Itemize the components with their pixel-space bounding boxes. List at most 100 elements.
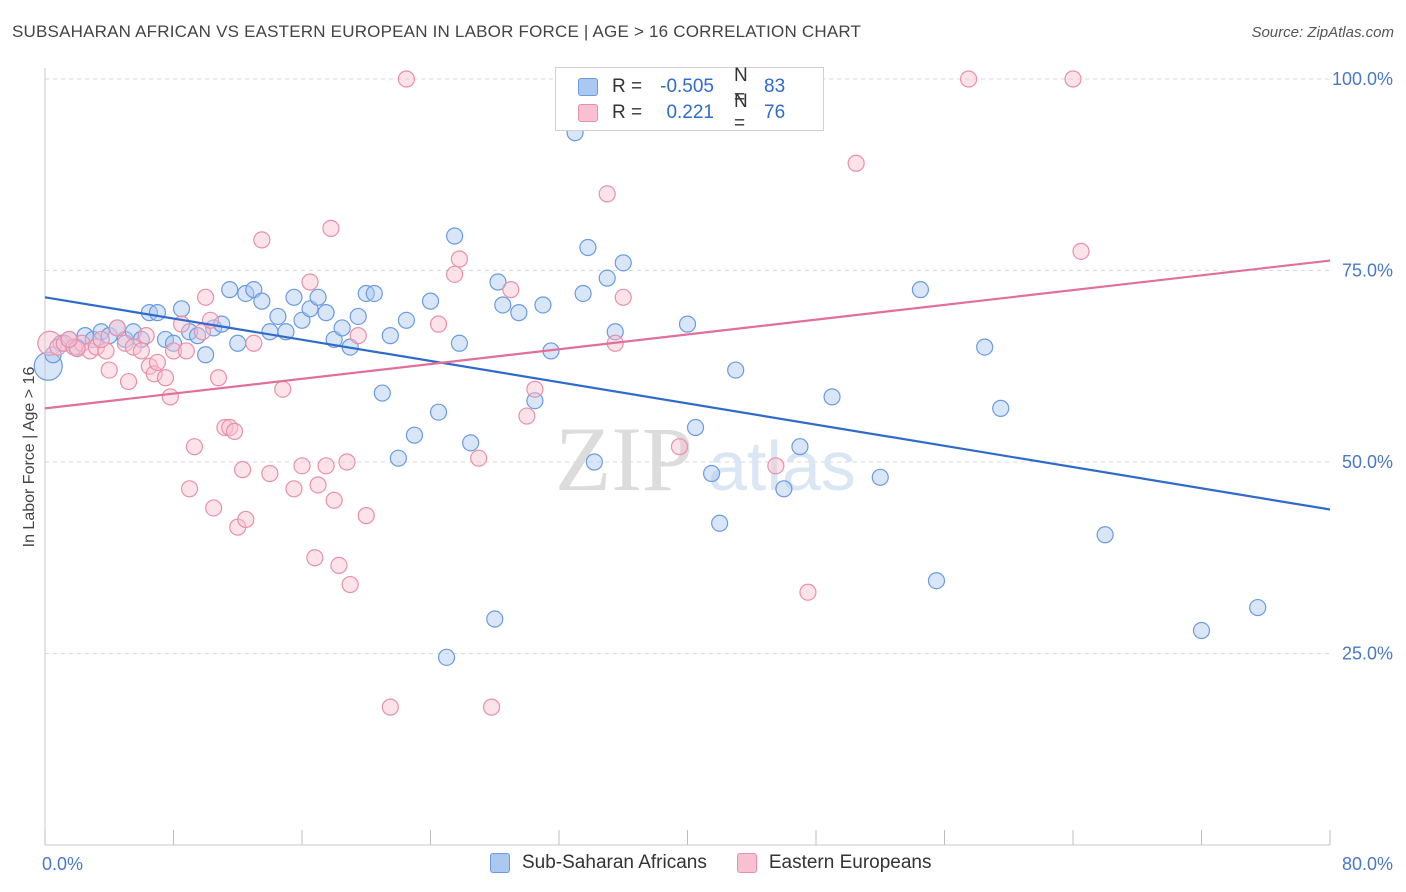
y-tick-label: 75.0% — [1342, 261, 1393, 281]
point-subsaharan — [598, 269, 616, 287]
watermark: ZIP atlas — [555, 408, 856, 510]
point-eastern-european — [137, 327, 155, 345]
legend-swatch-blue — [578, 78, 598, 96]
legend-r-label: R = — [612, 76, 643, 97]
bottom-legend: Sub-Saharan Africans Eastern Europeans — [490, 852, 962, 874]
point-subsaharan — [261, 323, 279, 341]
point-subsaharan — [172, 300, 191, 318]
y-tick-label: 25.0% — [1342, 644, 1393, 664]
point-eastern-european — [1064, 70, 1082, 88]
point-eastern-european — [60, 330, 78, 349]
point-subsaharan — [317, 304, 335, 322]
point-eastern-european — [156, 369, 175, 387]
point-subsaharan — [871, 468, 889, 486]
legend-row-2: R = 0.221 N = 76 — [578, 91, 786, 134]
point-eastern-european — [164, 342, 183, 360]
watermark-atlas: atlas — [708, 427, 856, 505]
trend-line-subsaharan — [44, 296, 1331, 511]
grid-lines — [45, 78, 1330, 654]
point-eastern-european — [341, 575, 359, 594]
point-eastern-european — [429, 315, 448, 333]
legend-n-value: 83 — [764, 76, 786, 97]
point-eastern-european — [397, 70, 416, 88]
point-eastern-european — [237, 510, 255, 529]
point-eastern-european — [799, 583, 817, 601]
point-eastern-european — [209, 369, 228, 387]
point-eastern-european — [92, 330, 110, 349]
trend-line-eastern-european — [44, 259, 1331, 410]
trend-lines — [44, 259, 1331, 511]
point-eastern-european — [1072, 242, 1090, 260]
point-subsaharan — [927, 572, 946, 590]
x-tick-label: 80.0% — [1342, 854, 1393, 874]
legend-item-subsaharan: Sub-Saharan Africans — [490, 852, 707, 874]
point-eastern-european — [180, 480, 199, 498]
y-tick-label: 100.0% — [1332, 69, 1393, 89]
point-subsaharan — [373, 384, 391, 402]
point-eastern-european — [293, 457, 311, 475]
point-eastern-european — [245, 334, 263, 352]
point-subsaharan — [437, 648, 456, 666]
legend-r-value: 0.221 — [666, 102, 714, 123]
point-subsaharan — [148, 304, 167, 322]
point-subsaharan — [349, 307, 367, 326]
point-eastern-european — [274, 380, 292, 398]
point-eastern-european — [116, 334, 134, 352]
point-subsaharan — [534, 296, 552, 314]
point-subsaharan — [510, 304, 528, 322]
point-subsaharan — [285, 288, 303, 306]
point-eastern-european — [450, 250, 469, 268]
point-eastern-european — [119, 372, 138, 391]
point-eastern-european — [309, 476, 327, 494]
point-subsaharan — [33, 351, 63, 381]
legend-swatch-blue — [490, 853, 510, 873]
point-eastern-european — [185, 438, 203, 456]
point-subsaharan — [365, 284, 383, 303]
point-subsaharan — [445, 227, 464, 245]
point-subsaharan — [221, 281, 239, 299]
data-points — [33, 70, 1267, 716]
point-subsaharan — [686, 418, 705, 437]
point-subsaharan — [405, 426, 424, 444]
point-eastern-european — [177, 342, 195, 360]
legend-n-value: 76 — [764, 102, 786, 123]
point-subsaharan — [775, 480, 793, 498]
legend-row-1: R = -0.505 N = 83 — [578, 65, 786, 108]
point-eastern-european — [482, 698, 501, 716]
point-eastern-european — [767, 457, 785, 475]
point-subsaharan — [791, 438, 809, 456]
point-eastern-european — [670, 438, 689, 456]
watermark-zip: ZIP — [555, 408, 693, 510]
point-eastern-european — [518, 407, 536, 425]
point-eastern-european — [285, 480, 303, 498]
point-eastern-european — [225, 422, 244, 440]
point-subsaharan — [421, 292, 440, 310]
point-subsaharan — [727, 361, 745, 379]
point-eastern-european — [847, 154, 865, 172]
point-subsaharan — [197, 346, 215, 364]
point-subsaharan — [494, 296, 512, 314]
point-subsaharan — [489, 273, 507, 291]
point-eastern-european — [614, 288, 632, 306]
point-eastern-european — [325, 491, 343, 509]
axes — [44, 68, 1331, 846]
point-subsaharan — [711, 514, 729, 532]
point-eastern-european — [100, 361, 118, 379]
point-eastern-european — [322, 219, 340, 237]
point-subsaharan — [678, 315, 697, 333]
legend-n-label: N = — [734, 91, 748, 134]
point-eastern-european — [124, 338, 142, 356]
point-eastern-european — [470, 449, 488, 467]
point-eastern-european — [108, 319, 126, 337]
x-tick-label: 0.0% — [42, 854, 83, 874]
legend-label-eastern-european: Eastern Europeans — [768, 852, 932, 873]
point-eastern-european — [216, 418, 234, 437]
point-eastern-european — [330, 556, 348, 575]
chart-title: SUBSAHARAN AFRICAN VS EASTERN EUROPEAN I… — [12, 22, 862, 41]
y-tick-label: 50.0% — [1342, 452, 1393, 472]
point-subsaharan — [462, 434, 480, 452]
legend-swatch-pink — [578, 104, 598, 122]
legend-r-value: -0.505 — [660, 76, 714, 97]
point-subsaharan — [397, 311, 416, 329]
point-eastern-european — [598, 185, 616, 203]
